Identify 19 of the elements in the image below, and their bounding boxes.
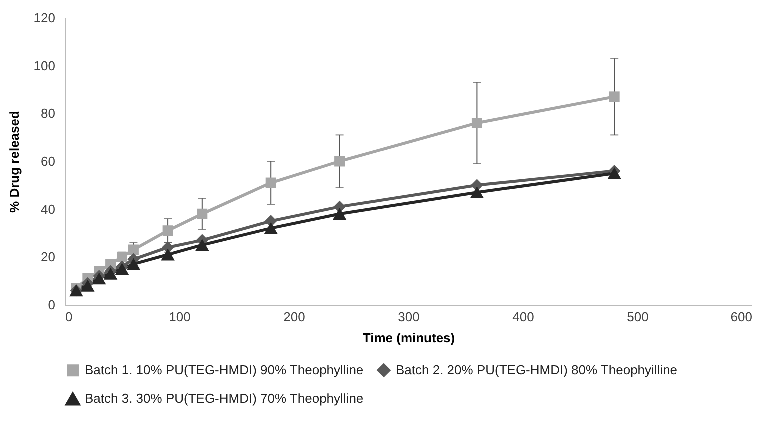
y-tick-label: 40 [41,202,56,217]
y-tick-label: 20 [41,250,56,265]
y-tick-label: 120 [34,10,56,26]
y-tick-label: 0 [48,298,56,312]
x-tick-label: 100 [169,310,191,324]
x-tick-label: 0 [66,310,73,324]
y-tick-label: 60 [41,154,56,169]
legend-label: Batch 3. 30% PU(TEG-HMDI) 70% Theophylline [85,391,364,406]
x-tick-label: 400 [512,310,534,324]
y-tick-label: 80 [41,106,56,122]
x-tick-label: 500 [627,310,649,324]
y-tick-label: 100 [34,58,56,74]
x-tick-label: 300 [398,310,420,324]
y-axis-title: % Drug released [6,111,22,213]
legend-label: Batch 1. 10% PU(TEG-HMDI) 90% Theophylline [85,362,364,378]
x-tick-label: 200 [284,310,306,324]
x-tick-label: 600 [730,310,752,324]
legend-label: Batch 2. 20% PU(TEG-HMDI) 80% Theophyilline [396,362,678,378]
x-axis-title: Time (minutes) [362,330,456,346]
